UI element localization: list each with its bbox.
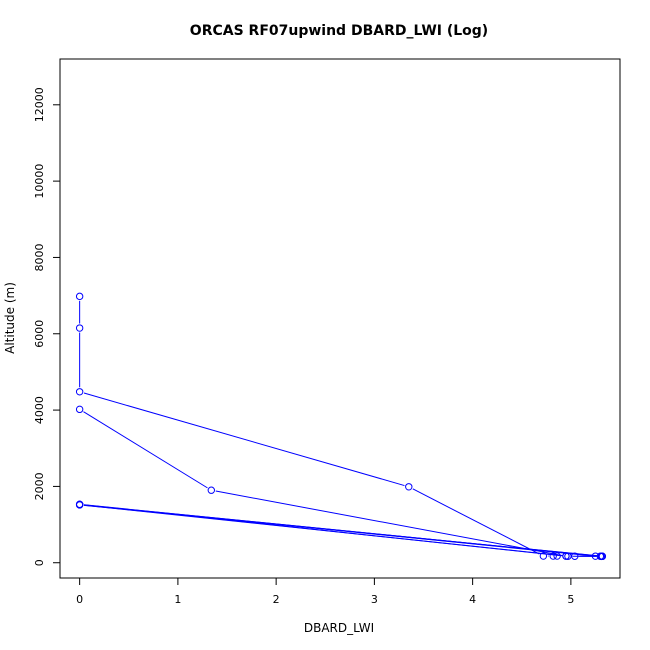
data-point: [549, 552, 557, 560]
series-group: [75, 292, 607, 561]
y-tick-label: 0: [33, 559, 46, 566]
y-tick-label: 10000: [33, 164, 46, 199]
x-tick-label: 5: [567, 593, 574, 606]
data-point: [553, 552, 561, 560]
y-axis-label: Altitude (m): [3, 282, 17, 354]
y-tick-label: 2000: [33, 472, 46, 500]
x-tick-label: 3: [371, 593, 378, 606]
y-tick-label: 4000: [33, 396, 46, 424]
y-tick-label: 12000: [33, 87, 46, 122]
series-line-segment: [215, 490, 562, 556]
data-point: [75, 324, 84, 332]
x-tick-label: 0: [76, 593, 83, 606]
x-tick-label: 4: [469, 593, 476, 606]
series-line-segment: [412, 488, 540, 555]
data-point: [207, 486, 215, 494]
series-line-segment: [83, 392, 405, 487]
y-tick-label: 8000: [33, 243, 46, 271]
data-point: [405, 483, 413, 491]
x-axis-label: DBARD_LWI: [304, 621, 374, 635]
data-point: [598, 552, 607, 560]
data-point: [562, 552, 570, 560]
series-line-segment: [83, 411, 208, 489]
chart-title: ORCAS RF07upwind DBARD_LWI (Log): [190, 23, 488, 39]
y-tick-label: 6000: [33, 320, 46, 348]
data-point: [75, 388, 84, 396]
series-line-segment: [84, 504, 562, 557]
plot-frame: [59, 58, 621, 579]
y-axis: 0 2000 4000 6000 8000 10000 12000: [33, 87, 61, 566]
x-tick-label: 1: [174, 593, 181, 606]
data-point: [75, 500, 84, 509]
x-tick-label: 2: [273, 593, 280, 606]
data-point: [75, 292, 84, 301]
data-point: [539, 552, 548, 560]
data-point: [75, 405, 84, 414]
x-axis: 0 1 2 3 4 5: [76, 577, 574, 606]
